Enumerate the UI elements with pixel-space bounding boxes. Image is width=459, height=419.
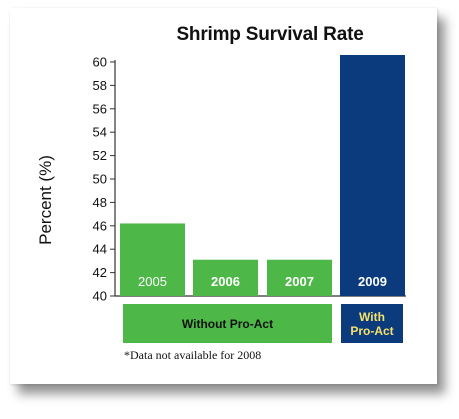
- footnote: *Data not available for 2008: [124, 348, 262, 362]
- bar-2009: [340, 54, 405, 297]
- bar-2006: [193, 259, 258, 296]
- y-tick-label: 52: [93, 148, 107, 163]
- y-tick-label: 54: [93, 125, 107, 140]
- y-tick-label: 56: [93, 101, 107, 116]
- bar-label-2006: 2006: [211, 274, 240, 289]
- y-tick-label: 46: [93, 218, 107, 233]
- y-tick-label: 44: [93, 242, 107, 257]
- group-label-with-text: With Pro-Act: [350, 309, 394, 338]
- bar-2005: [120, 223, 185, 296]
- bar-label-2005: 2005: [138, 274, 167, 289]
- y-tick-label: 40: [93, 289, 107, 304]
- bar-label-2009: 2009: [358, 274, 387, 289]
- y-tick-label: 58: [93, 78, 107, 93]
- bar-label-2007: 2007: [285, 274, 314, 289]
- group-label-without-pro-act: Without Pro-Act: [123, 304, 332, 343]
- y-tick-label: 60: [93, 55, 107, 70]
- y-tick-label: 48: [93, 195, 107, 210]
- group-label-without-text: Without Pro-Act: [181, 316, 274, 331]
- group-label-with-pro-act: With Pro-Act: [341, 304, 403, 343]
- chart-title: Shrimp Survival Rate: [176, 24, 364, 45]
- y-tick-label: 42: [93, 265, 107, 280]
- y-tick-label: 50: [93, 172, 107, 187]
- bar-2007: [267, 259, 332, 296]
